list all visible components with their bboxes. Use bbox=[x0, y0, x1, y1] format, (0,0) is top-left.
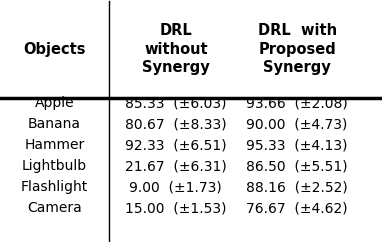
Text: Banana: Banana bbox=[28, 117, 81, 131]
Text: Objects: Objects bbox=[23, 42, 86, 57]
Text: 88.16  (±2.52): 88.16 (±2.52) bbox=[246, 180, 348, 194]
Text: 76.67  (±4.62): 76.67 (±4.62) bbox=[246, 201, 348, 215]
Text: 93.66  (±2.08): 93.66 (±2.08) bbox=[246, 96, 348, 110]
Text: 9.00  (±1.73): 9.00 (±1.73) bbox=[129, 180, 222, 194]
Text: 86.50  (±5.51): 86.50 (±5.51) bbox=[246, 159, 348, 173]
Text: DRL
without
Synergy: DRL without Synergy bbox=[142, 23, 210, 75]
Text: Lightbulb: Lightbulb bbox=[22, 159, 87, 173]
Text: 85.33  (±6.03): 85.33 (±6.03) bbox=[125, 96, 227, 110]
Text: Apple: Apple bbox=[35, 96, 74, 110]
Text: 92.33  (±6.51): 92.33 (±6.51) bbox=[125, 138, 227, 152]
Text: 21.67  (±6.31): 21.67 (±6.31) bbox=[125, 159, 227, 173]
Text: DRL  with
Proposed
Synergy: DRL with Proposed Synergy bbox=[257, 23, 337, 75]
Text: 80.67  (±8.33): 80.67 (±8.33) bbox=[125, 117, 227, 131]
Text: 90.00  (±4.73): 90.00 (±4.73) bbox=[246, 117, 348, 131]
Text: Hammer: Hammer bbox=[24, 138, 84, 152]
Text: 15.00  (±1.53): 15.00 (±1.53) bbox=[125, 201, 227, 215]
Text: Camera: Camera bbox=[27, 201, 82, 215]
Text: 95.33  (±4.13): 95.33 (±4.13) bbox=[246, 138, 348, 152]
Text: Flashlight: Flashlight bbox=[21, 180, 88, 194]
